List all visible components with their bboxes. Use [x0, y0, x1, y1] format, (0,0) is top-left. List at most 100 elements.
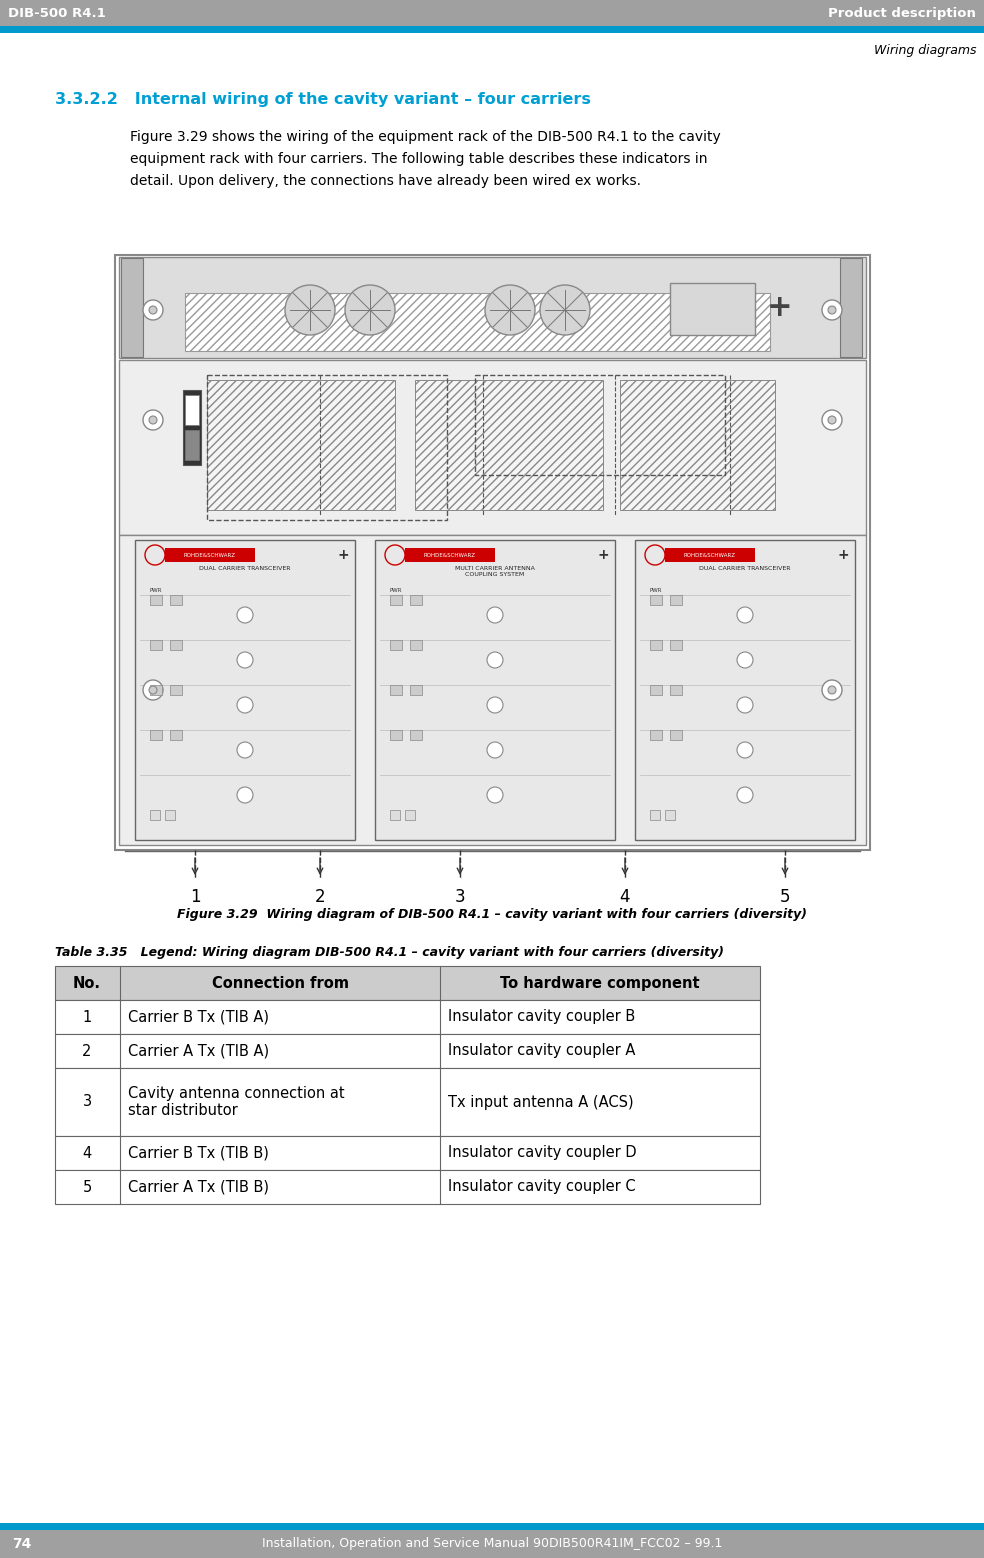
- Circle shape: [737, 651, 753, 668]
- Bar: [475, 375, 725, 475]
- Text: DUAL CARRIER TRANSCEIVER: DUAL CARRIER TRANSCEIVER: [199, 566, 290, 570]
- Text: 2: 2: [83, 1044, 92, 1058]
- Bar: [119, 257, 866, 358]
- Text: +: +: [597, 548, 609, 562]
- Bar: [170, 686, 182, 695]
- Text: To hardware component: To hardware component: [500, 975, 700, 991]
- Text: Insulator cavity coupler A: Insulator cavity coupler A: [448, 1044, 636, 1058]
- Bar: [650, 686, 662, 695]
- Bar: [415, 380, 603, 509]
- Bar: [670, 284, 755, 335]
- Text: Table 3.35   Legend: Wiring diagram DIB-500 R4.1 – cavity variant with four carr: Table 3.35 Legend: Wiring diagram DIB-50…: [55, 946, 724, 960]
- Bar: [150, 640, 162, 650]
- Bar: [183, 390, 201, 464]
- Text: 3.3.2.2   Internal wiring of the cavity variant – four carriers: 3.3.2.2 Internal wiring of the cavity va…: [55, 92, 590, 108]
- Text: Carrier B Tx (TIB A): Carrier B Tx (TIB A): [128, 1010, 269, 1025]
- Bar: [390, 595, 402, 605]
- Bar: [170, 731, 182, 740]
- Circle shape: [237, 696, 253, 714]
- Circle shape: [143, 679, 163, 700]
- Circle shape: [149, 305, 157, 315]
- Bar: [115, 256, 870, 851]
- Text: Wiring diagrams: Wiring diagrams: [874, 44, 976, 58]
- Circle shape: [237, 742, 253, 759]
- Circle shape: [737, 696, 753, 714]
- Text: Installation, Operation and Service Manual 90DIB500R41IM_FCC02 – 99.1: Installation, Operation and Service Manu…: [262, 1538, 722, 1550]
- Text: Insulator cavity coupler C: Insulator cavity coupler C: [448, 1179, 636, 1195]
- Bar: [55, 1067, 760, 1136]
- Text: detail. Upon delivery, the connections have already been wired ex works.: detail. Upon delivery, the connections h…: [130, 174, 641, 189]
- Text: 4: 4: [620, 888, 630, 907]
- Text: MULTI CARRIER ANTENNA
COUPLING SYSTEM: MULTI CARRIER ANTENNA COUPLING SYSTEM: [455, 566, 535, 576]
- Circle shape: [485, 285, 535, 335]
- Bar: [390, 731, 402, 740]
- Bar: [665, 548, 755, 562]
- Text: +: +: [768, 293, 793, 321]
- Bar: [121, 259, 143, 357]
- Bar: [150, 810, 160, 820]
- Bar: [375, 541, 615, 840]
- Text: Connection from: Connection from: [212, 975, 348, 991]
- Bar: [55, 966, 760, 1000]
- Bar: [410, 686, 422, 695]
- Circle shape: [143, 301, 163, 319]
- Text: Figure 3.29  Wiring diagram of DIB-500 R4.1 – cavity variant with four carriers : Figure 3.29 Wiring diagram of DIB-500 R4…: [177, 908, 807, 921]
- Text: Insulator cavity coupler B: Insulator cavity coupler B: [448, 1010, 636, 1025]
- Text: Carrier A Tx (TIB B): Carrier A Tx (TIB B): [128, 1179, 269, 1195]
- Circle shape: [385, 545, 405, 566]
- Bar: [410, 640, 422, 650]
- Bar: [390, 810, 400, 820]
- Bar: [119, 360, 866, 534]
- Circle shape: [143, 410, 163, 430]
- Bar: [55, 1000, 760, 1035]
- Text: 1: 1: [190, 888, 201, 907]
- Circle shape: [822, 410, 842, 430]
- Text: PWR: PWR: [650, 587, 662, 594]
- Circle shape: [237, 651, 253, 668]
- Bar: [150, 731, 162, 740]
- Text: Carrier B Tx (TIB B): Carrier B Tx (TIB B): [128, 1145, 269, 1161]
- Bar: [650, 595, 662, 605]
- Bar: [670, 595, 682, 605]
- Text: ROHDE&SCHWARZ: ROHDE&SCHWARZ: [684, 553, 736, 558]
- Text: +: +: [837, 548, 849, 562]
- Text: Tx input antenna A (ACS): Tx input antenna A (ACS): [448, 1095, 634, 1109]
- Bar: [405, 548, 495, 562]
- Text: 3: 3: [83, 1095, 92, 1109]
- Bar: [165, 810, 175, 820]
- Text: DUAL CARRIER TRANSCEIVER: DUAL CARRIER TRANSCEIVER: [700, 566, 791, 570]
- Bar: [0, 0, 984, 26]
- Text: ROHDE&SCHWARZ: ROHDE&SCHWARZ: [184, 553, 236, 558]
- Circle shape: [345, 285, 395, 335]
- Bar: [55, 1035, 760, 1067]
- Text: +: +: [338, 548, 348, 562]
- Text: 5: 5: [83, 1179, 92, 1195]
- Bar: [670, 686, 682, 695]
- Bar: [650, 640, 662, 650]
- Text: equipment rack with four carriers. The following table describes these indicator: equipment rack with four carriers. The f…: [130, 153, 707, 167]
- Bar: [185, 430, 199, 460]
- Bar: [170, 595, 182, 605]
- Circle shape: [828, 416, 836, 424]
- Circle shape: [149, 686, 157, 693]
- Circle shape: [828, 686, 836, 693]
- Circle shape: [737, 787, 753, 802]
- Circle shape: [828, 305, 836, 315]
- Text: Insulator cavity coupler D: Insulator cavity coupler D: [448, 1145, 637, 1161]
- Bar: [55, 1136, 760, 1170]
- Bar: [150, 595, 162, 605]
- Circle shape: [822, 679, 842, 700]
- Bar: [635, 541, 855, 840]
- Bar: [0, 1530, 984, 1558]
- Bar: [165, 548, 255, 562]
- Text: PWR: PWR: [390, 587, 402, 594]
- Bar: [119, 534, 866, 844]
- Bar: [620, 380, 775, 509]
- Bar: [390, 686, 402, 695]
- Circle shape: [822, 301, 842, 319]
- Text: Figure 3.29 shows the wiring of the equipment rack of the DIB-500 R4.1 to the ca: Figure 3.29 shows the wiring of the equi…: [130, 129, 720, 143]
- Circle shape: [237, 608, 253, 623]
- Circle shape: [487, 608, 503, 623]
- Text: 4: 4: [83, 1145, 92, 1161]
- Bar: [0, 26, 984, 33]
